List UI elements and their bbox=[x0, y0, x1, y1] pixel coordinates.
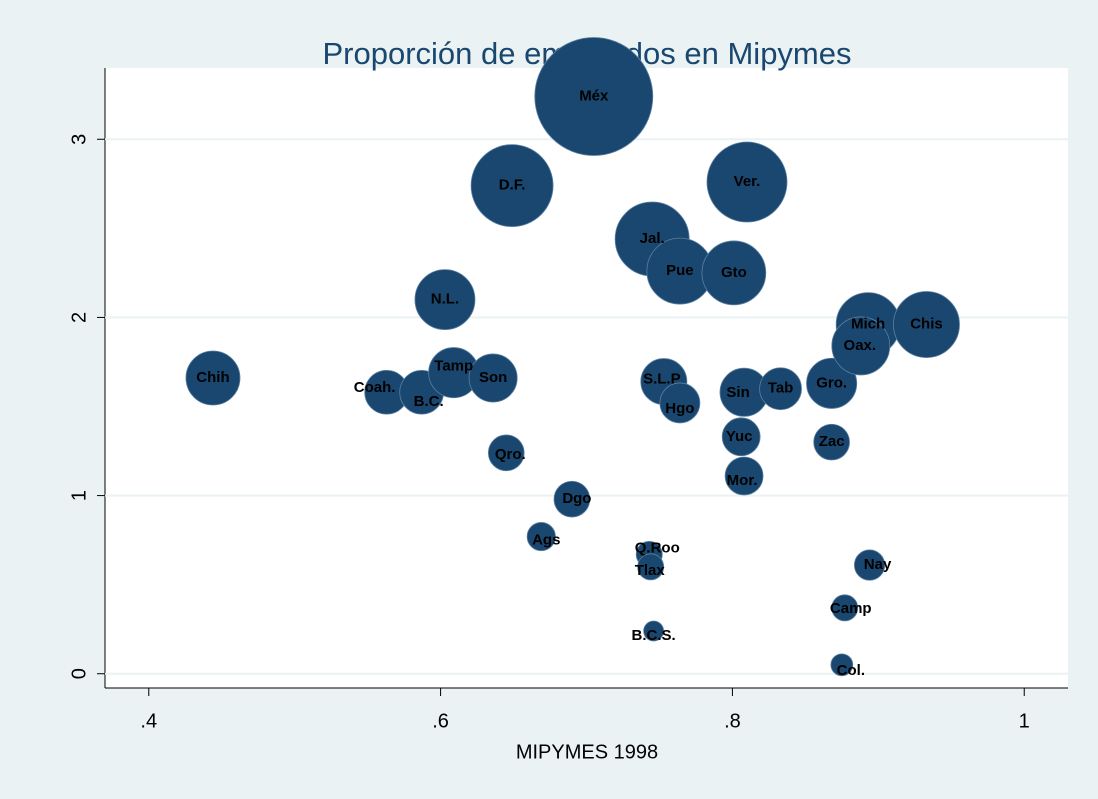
bubble bbox=[185, 350, 241, 406]
plot-area bbox=[105, 68, 1068, 688]
point-label: Qro. bbox=[495, 446, 526, 463]
bubble bbox=[526, 522, 556, 552]
bubble bbox=[487, 434, 525, 472]
point-label: Sin bbox=[726, 384, 749, 401]
point-label: N.L. bbox=[431, 291, 459, 308]
bubble bbox=[643, 620, 665, 642]
y-tick-label: 0 bbox=[68, 668, 90, 679]
bubble bbox=[721, 417, 761, 457]
point-label: Col. bbox=[837, 662, 865, 679]
point-label: Nay bbox=[864, 556, 892, 573]
bubble bbox=[813, 423, 850, 461]
x-tick-label: .6 bbox=[432, 710, 449, 732]
point-label: Gro. bbox=[816, 374, 847, 391]
point-label: Yuc bbox=[726, 428, 753, 445]
bubble bbox=[553, 480, 591, 518]
point-label: Dgo bbox=[562, 490, 591, 507]
bubble bbox=[706, 141, 788, 223]
point-label: Ver. bbox=[734, 173, 761, 190]
bubble bbox=[830, 653, 854, 677]
bubble bbox=[759, 367, 802, 411]
x-tick-label: .4 bbox=[140, 710, 157, 732]
point-label: Gto bbox=[721, 264, 747, 281]
point-label: D.F. bbox=[499, 177, 526, 194]
point-label: Q.Roo bbox=[635, 539, 680, 556]
bubble bbox=[701, 240, 767, 306]
bubble bbox=[414, 269, 476, 331]
point-label: Zac bbox=[819, 433, 845, 450]
point-label: Méx bbox=[579, 87, 609, 104]
point-label: Son bbox=[479, 369, 507, 386]
point-label: Ags bbox=[532, 532, 560, 549]
point-label: Camp bbox=[830, 600, 872, 617]
bubble bbox=[831, 316, 891, 376]
bubble bbox=[831, 594, 859, 622]
point-label: B.C. bbox=[414, 393, 444, 410]
point-label: Pue bbox=[666, 262, 694, 279]
bubble bbox=[470, 144, 554, 227]
point-label: Hgo bbox=[665, 400, 694, 417]
bubble bbox=[659, 382, 701, 424]
point-label: Jal. bbox=[640, 230, 665, 247]
point-label: Mor. bbox=[727, 472, 758, 489]
bubble bbox=[534, 37, 654, 156]
point-label: Chis bbox=[910, 316, 943, 333]
point-label: Tab bbox=[768, 380, 794, 397]
bubble bbox=[853, 549, 886, 581]
y-tick-label: 3 bbox=[68, 134, 90, 145]
y-tick-label: 1 bbox=[68, 490, 90, 501]
point-label: Mich bbox=[851, 316, 885, 333]
bubble bbox=[468, 353, 518, 403]
bubble bbox=[724, 456, 764, 496]
point-label: Oax. bbox=[844, 337, 877, 354]
point-label: S.L.P bbox=[643, 371, 681, 388]
point-label: B.C.S. bbox=[632, 627, 676, 644]
x-tick-label: 1 bbox=[1019, 710, 1030, 732]
point-label: Tlax bbox=[635, 562, 666, 579]
point-label: Tamp bbox=[434, 358, 473, 375]
bubble bbox=[637, 553, 665, 581]
bubble bbox=[893, 291, 960, 358]
point-label: Chih bbox=[196, 369, 229, 386]
x-tick-label: .8 bbox=[724, 710, 741, 732]
bubble bbox=[806, 357, 858, 409]
y-tick-label: 2 bbox=[68, 312, 90, 323]
x-axis-label: MIPYMES 1998 bbox=[516, 741, 658, 763]
point-label: Coah. bbox=[354, 379, 396, 396]
